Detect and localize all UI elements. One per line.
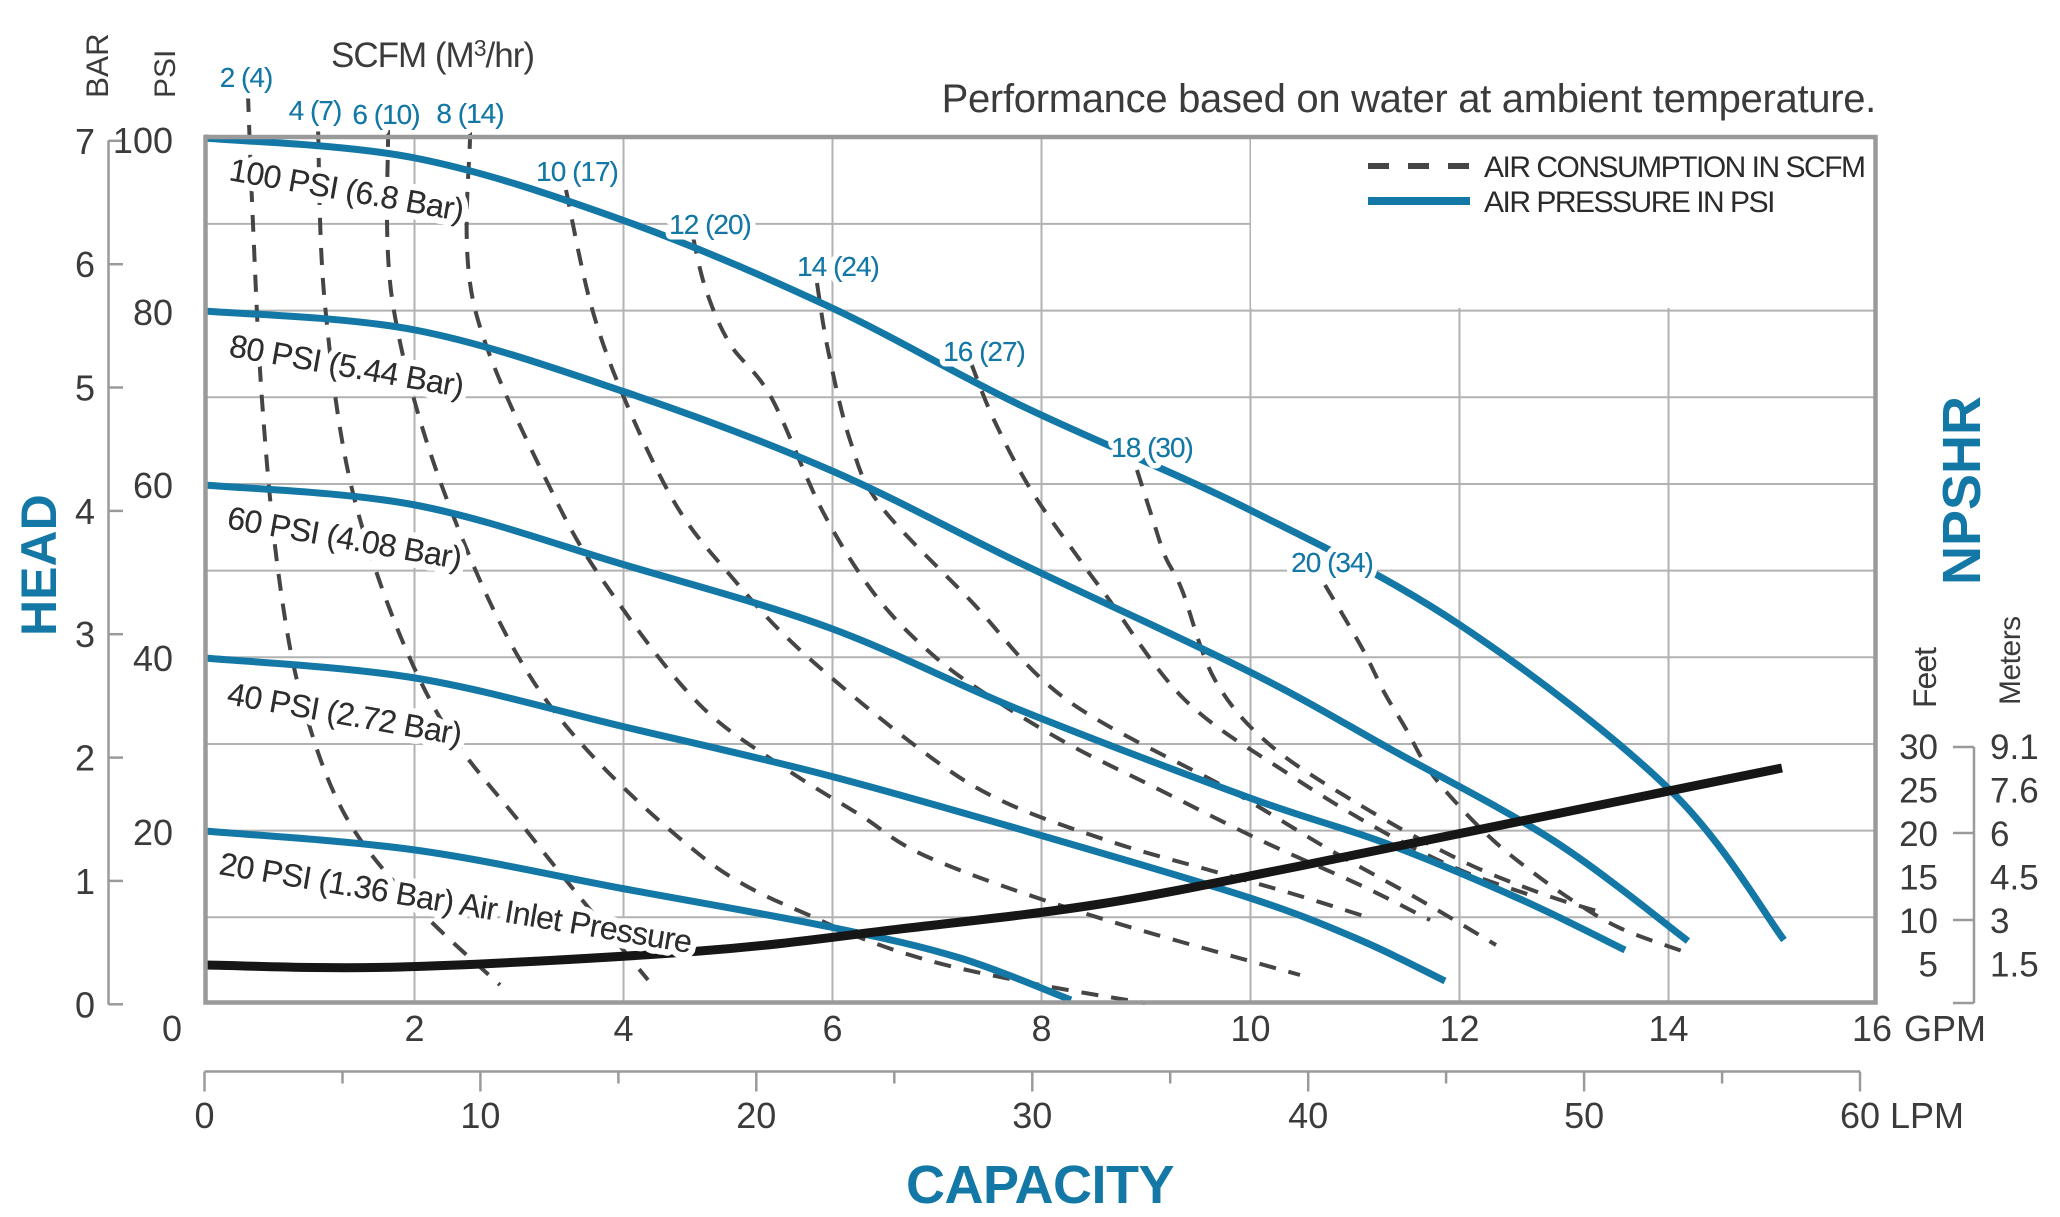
svg-text:40: 40 [1288,1095,1328,1136]
svg-text:6: 6 [75,244,95,285]
svg-text:12 (20): 12 (20) [669,209,751,240]
svg-text:6 (10): 6 (10) [352,99,419,130]
svg-text:2 (4): 2 (4) [220,62,273,93]
svg-text:2: 2 [75,738,95,779]
svg-text:SCFM (M3/hr): SCFM (M3/hr) [331,35,534,75]
svg-text:4: 4 [75,491,95,532]
svg-text:2 (4): 2 (4) [220,62,273,93]
svg-text:BAR: BAR [79,33,115,98]
svg-text:100: 100 [113,120,173,161]
svg-text:16 (27): 16 (27) [943,336,1025,367]
svg-text:2: 2 [404,1008,424,1049]
svg-text:0: 0 [75,984,95,1025]
svg-text:1: 1 [75,861,95,902]
svg-text:10: 10 [1230,1008,1270,1049]
svg-text:6: 6 [822,1008,842,1049]
svg-text:20 (34): 20 (34) [1291,547,1373,578]
svg-text:20: 20 [1899,815,1938,854]
svg-text:15: 15 [1899,859,1938,898]
svg-text:18 (30): 18 (30) [1111,432,1193,463]
svg-text:PSI: PSI [149,50,182,98]
svg-text:7.6: 7.6 [1990,772,2039,811]
svg-text:14 (24): 14 (24) [797,251,879,282]
svg-text:8 (14): 8 (14) [436,98,503,129]
svg-text:10 (17): 10 (17) [536,156,618,187]
svg-text:20 (34): 20 (34) [1291,547,1373,578]
svg-text:4 (7): 4 (7) [289,95,342,126]
svg-text:4: 4 [613,1008,633,1049]
svg-text:16 (27): 16 (27) [943,336,1025,367]
svg-text:25: 25 [1899,772,1938,811]
svg-text:60: 60 [1840,1095,1880,1136]
svg-text:4.5: 4.5 [1990,859,2039,898]
svg-text:8: 8 [1031,1008,1051,1049]
svg-text:3: 3 [75,614,95,655]
svg-text:9.1: 9.1 [1990,728,2039,767]
svg-text:0: 0 [162,1008,182,1049]
svg-text:30: 30 [1899,728,1938,767]
svg-text:LPM: LPM [1890,1095,1964,1136]
svg-text:10: 10 [460,1095,500,1136]
svg-text:5: 5 [75,368,95,409]
svg-text:4 (7): 4 (7) [289,95,342,126]
svg-text:HEAD: HEAD [11,494,67,636]
svg-text:7: 7 [75,121,95,162]
svg-text:30: 30 [1012,1095,1052,1136]
svg-text:AIR CONSUMPTION IN SCFM: AIR CONSUMPTION IN SCFM [1484,151,1865,184]
svg-text:16: 16 [1852,1008,1892,1049]
svg-text:AIR PRESSURE IN PSI: AIR PRESSURE IN PSI [1484,186,1774,219]
svg-text:6 (10): 6 (10) [352,99,419,130]
svg-text:0: 0 [194,1095,214,1136]
svg-text:14 (24): 14 (24) [797,251,879,282]
svg-text:20: 20 [736,1095,776,1136]
svg-text:12: 12 [1439,1008,1479,1049]
svg-text:Feet: Feet [1907,647,1943,708]
svg-text:18 (30): 18 (30) [1111,432,1193,463]
svg-text:40: 40 [133,638,173,679]
svg-text:10 (17): 10 (17) [536,156,618,187]
svg-text:14: 14 [1648,1008,1688,1049]
svg-text:CAPACITY: CAPACITY [906,1155,1174,1212]
svg-text:12 (20): 12 (20) [669,209,751,240]
svg-text:3: 3 [1990,902,2009,941]
svg-text:5: 5 [1919,946,1938,985]
svg-text:8 (14): 8 (14) [436,98,503,129]
svg-text:50: 50 [1564,1095,1604,1136]
svg-text:10: 10 [1899,902,1938,941]
svg-text:Performance based on water at: Performance based on water at ambient te… [942,77,1876,121]
svg-text:1.5: 1.5 [1990,946,2039,985]
svg-text:Meters: Meters [1994,616,2027,705]
svg-text:NPSHR: NPSHR [1932,396,1992,585]
svg-text:60: 60 [133,465,173,506]
svg-text:GPM: GPM [1904,1008,1986,1049]
svg-text:6: 6 [1990,815,2009,854]
svg-text:20: 20 [133,812,173,853]
svg-text:80: 80 [133,292,173,333]
